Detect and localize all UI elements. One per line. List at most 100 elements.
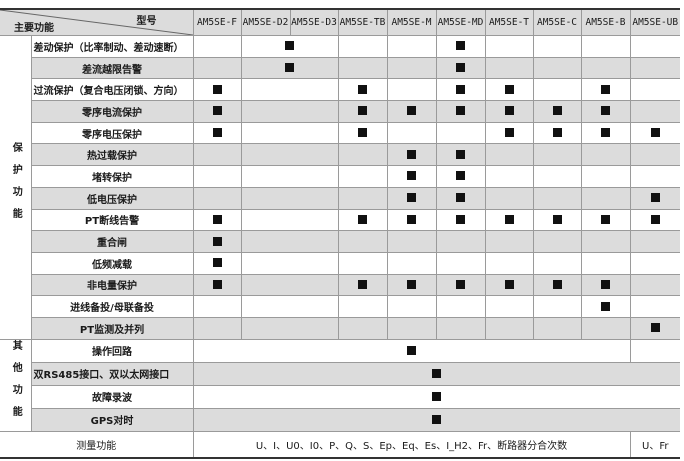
supported-mark: [407, 106, 416, 116]
function-label: 重合闸: [30, 230, 194, 253]
cell-AM5SE-UB: [629, 121, 680, 145]
model-header: AM5SE-MD: [435, 8, 486, 36]
cell-AM5SE-F: [192, 251, 242, 275]
supported-mark: [552, 128, 562, 138]
cell-AM5SE-T: [484, 186, 534, 210]
supported-mark: [650, 193, 660, 203]
cell-AM5SE-T: [484, 208, 534, 232]
cell-AM5SE-T: [484, 143, 534, 167]
cell-AM5SE-B: [580, 143, 631, 167]
model-header: AM5SE-D3: [289, 8, 339, 36]
cell-all-models: [192, 361, 680, 386]
function-label: PT监测及并列: [30, 316, 194, 340]
cell-AM5SE-C: [532, 56, 582, 80]
table-row: 其他功能 操作回路: [0, 338, 680, 432]
cell-AM5SE-B: [580, 165, 631, 188]
table-row: 差流越限告警: [0, 56, 680, 80]
cell-AM5SE-M: [386, 35, 437, 58]
function-label: 非电量保护: [30, 273, 194, 297]
cell-AM5SE-M: [386, 208, 437, 232]
function-label: 堵转保护: [30, 165, 194, 188]
cell-AM5SE-M: [386, 143, 437, 167]
supported-mark: [358, 214, 367, 224]
supported-mark: [407, 171, 416, 181]
cell-AM5SE-C: [532, 273, 582, 297]
cell-AM5SE-C: [532, 35, 582, 58]
cell-AM5SE-T: [484, 273, 534, 297]
supported-mark: [432, 414, 442, 424]
supported-mark: [212, 128, 222, 138]
table-row: 重合闸: [0, 230, 680, 253]
model-header: AM5SE-D2: [240, 8, 291, 36]
cell-AM5SE-TB: [337, 316, 388, 340]
measurement-main-value: U、I、U0、I0、P、Q、S、Ep、Eq、Es、I_H2、Fr、断路器分合次数: [192, 430, 631, 459]
cell-AM5SE-F: [192, 208, 242, 232]
model-header: AM5SE-UB: [629, 8, 680, 36]
supported-mark: [456, 279, 465, 289]
cell-AM5SE-TB: [337, 186, 388, 210]
cell-AM5SE-M: [386, 230, 437, 253]
function-label: 差流越限告警: [30, 56, 194, 80]
cell-AM5SE-B: [580, 121, 631, 145]
supported-mark: [407, 214, 416, 224]
cell-AM5SE-D2-D3: [240, 165, 339, 188]
cell-AM5SE-T: [484, 78, 534, 102]
cell-AM5SE-MD: [435, 121, 486, 145]
cell-AM5SE-MD: [435, 35, 486, 58]
supported-mark: [358, 106, 367, 116]
supported-mark: [456, 149, 465, 159]
cell-AM5SE-B: [580, 100, 631, 123]
table-row: 堵转保护: [0, 165, 680, 188]
function-label: 低电压保护: [30, 186, 194, 210]
supported-mark: [650, 214, 660, 224]
cell-AM5SE-F: [192, 165, 242, 188]
cell-AM5SE-TB: [337, 143, 388, 167]
cell-AM5SE-C: [532, 208, 582, 232]
supported-mark: [504, 106, 514, 116]
cell-AM5SE-C: [532, 165, 582, 188]
supported-mark: [552, 106, 562, 116]
cell-AM5SE-D2-D3: [240, 316, 339, 340]
cell-AM5SE-D2-D3: [240, 295, 339, 318]
cell-AM5SE-TB: [337, 230, 388, 253]
table-row: 故障录波: [0, 384, 680, 409]
cell-AM5SE-UB: [629, 100, 680, 123]
cell-AM5SE-F: [192, 316, 242, 340]
cell-AM5SE-F: [192, 143, 242, 167]
cell-AM5SE-T: [484, 251, 534, 275]
model-header: AM5SE-T: [484, 8, 534, 36]
cell-AM5SE-B: [580, 316, 631, 340]
cell-AM5SE-C: [532, 316, 582, 340]
table-row: 零序电压保护: [0, 121, 680, 145]
cell-AM5SE-UB: [629, 295, 680, 318]
table-row: 双RS485接口、双以太网接口: [0, 361, 680, 386]
table-row: 过流保护（复合电压闭锁、方向）: [0, 78, 680, 102]
supported-mark: [504, 214, 514, 224]
cell-AM5SE-D2-D3: [240, 186, 339, 210]
cell-AM5SE-TB: [337, 56, 388, 80]
cell-AM5SE-B: [580, 273, 631, 297]
cell-AM5SE-F: [192, 100, 242, 123]
cell-AM5SE-TB: [337, 121, 388, 145]
supported-mark: [432, 368, 442, 378]
cell-AM5SE-TB: [337, 208, 388, 232]
model-header: AM5SE-M: [386, 8, 437, 36]
group-label-other: 其他功能: [0, 338, 32, 432]
cell-AM5SE-M: [386, 100, 437, 123]
supported-mark: [456, 214, 465, 224]
table-row: 非电量保护: [0, 273, 680, 297]
model-header-label: 型号: [136, 16, 157, 27]
cell-AM5SE-MD: [435, 143, 486, 167]
cell-AM5SE-MD: [435, 165, 486, 188]
cell-AM5SE-UB: [629, 273, 680, 297]
supported-mark: [432, 391, 442, 401]
supported-mark: [212, 214, 222, 224]
cell-AM5SE-F: [192, 273, 242, 297]
cell-AM5SE-M: [386, 121, 437, 145]
function-label: 低频减载: [30, 251, 194, 275]
cell-AM5SE-M: [386, 295, 437, 318]
function-label: 零序电流保护: [30, 100, 194, 123]
function-label: 双RS485接口、双以太网接口: [30, 361, 194, 386]
cell-AM5SE-M: [386, 165, 437, 188]
cell-AM5SE-T: [484, 165, 534, 188]
